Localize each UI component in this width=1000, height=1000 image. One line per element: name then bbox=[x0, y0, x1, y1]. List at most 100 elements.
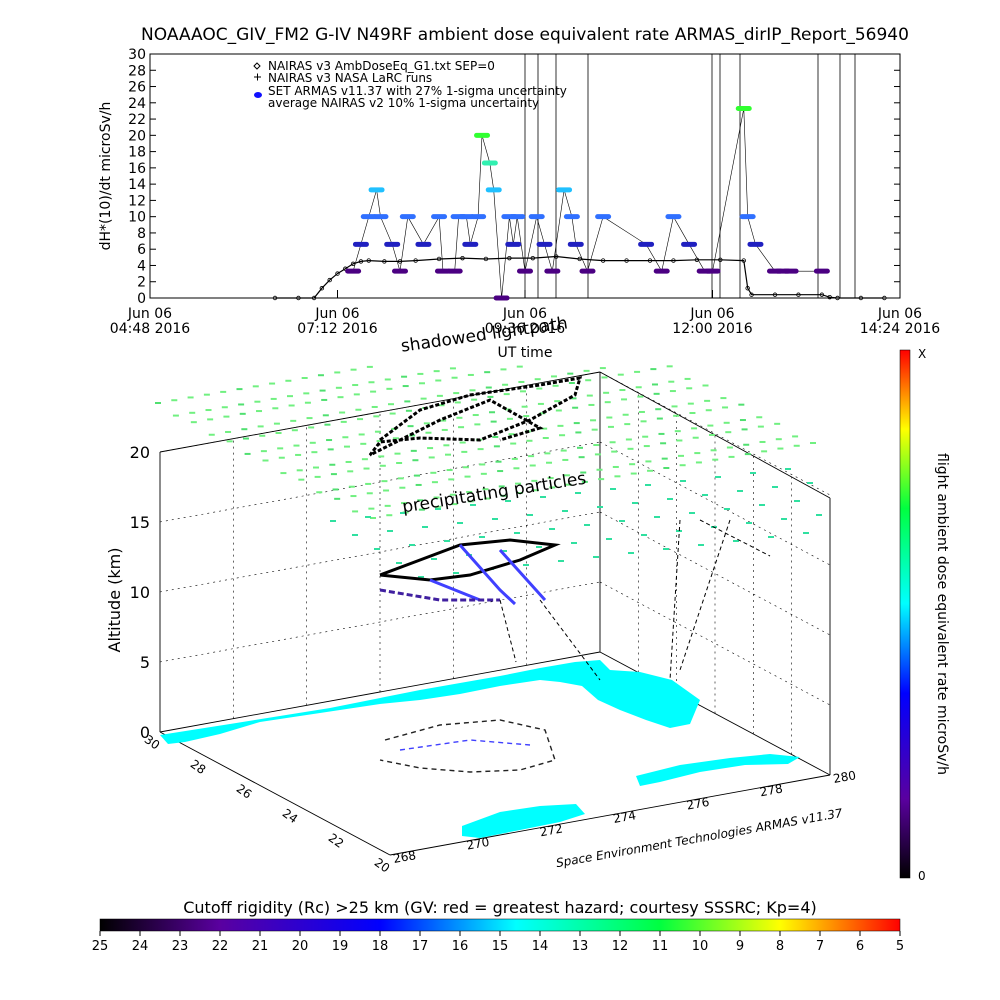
particle-dash bbox=[541, 427, 548, 430]
particle-dash bbox=[207, 418, 214, 421]
particle-dash bbox=[381, 480, 388, 483]
particle-dash bbox=[272, 407, 279, 410]
particle-dash bbox=[466, 490, 473, 493]
particle-dash bbox=[221, 406, 228, 409]
armas-point bbox=[446, 268, 463, 274]
particle-dash bbox=[368, 507, 375, 510]
armas-point bbox=[458, 214, 475, 220]
armas-point bbox=[704, 268, 721, 274]
landmass-florida bbox=[160, 660, 700, 744]
particle-dash bbox=[661, 457, 668, 460]
nairas-point bbox=[858, 295, 864, 301]
particle-dash bbox=[489, 411, 496, 414]
particle-dash bbox=[628, 552, 634, 554]
particle-dash bbox=[750, 472, 756, 474]
lon-tick-label: 274 bbox=[612, 808, 637, 826]
armas-point bbox=[399, 214, 416, 220]
armas-point bbox=[517, 268, 533, 274]
rigidity-tick-label: 21 bbox=[252, 939, 269, 954]
particle-dash bbox=[520, 390, 526, 393]
rigidity-colorbar-title: Cutoff rigidity (Rc) >25 km (GV: red = g… bbox=[183, 898, 817, 917]
particle-dash bbox=[435, 508, 441, 510]
particle-dash bbox=[467, 500, 474, 503]
particle-dash bbox=[563, 474, 570, 477]
nairas-point bbox=[647, 258, 653, 263]
particle-dash bbox=[641, 534, 647, 536]
particle-dash bbox=[632, 502, 638, 504]
particle-dash bbox=[415, 483, 422, 486]
particle-dash bbox=[531, 479, 538, 482]
particle-dash bbox=[365, 482, 372, 485]
particle-dash bbox=[510, 442, 517, 445]
nairas-point bbox=[827, 294, 832, 300]
particle-dash bbox=[549, 528, 555, 530]
particle-dash bbox=[676, 439, 683, 442]
particle-dash bbox=[417, 499, 424, 502]
particle-dash bbox=[500, 494, 507, 497]
particle-dash bbox=[666, 365, 673, 368]
particle-dash bbox=[335, 386, 342, 389]
particle-dash bbox=[622, 413, 629, 416]
particle-dash bbox=[317, 374, 324, 377]
particle-dash bbox=[803, 532, 809, 534]
lat-tick-label: 28 bbox=[188, 757, 209, 777]
particle-dash bbox=[427, 447, 434, 450]
armas-point bbox=[595, 214, 612, 220]
lat-tick-label: 22 bbox=[326, 831, 347, 851]
particle-dash bbox=[679, 464, 686, 467]
series-nairas-v3 bbox=[272, 254, 887, 301]
z-axis-label: Altitude (km) bbox=[105, 548, 124, 653]
z-tick-label: 15 bbox=[130, 513, 150, 532]
nairas-point bbox=[530, 255, 536, 261]
particle-dash bbox=[238, 403, 245, 406]
particle-dash bbox=[781, 518, 787, 520]
nairas-point bbox=[796, 292, 801, 297]
particle-dash bbox=[322, 414, 329, 417]
particle-dash bbox=[397, 477, 404, 480]
particle-dash bbox=[707, 424, 714, 427]
rigidity-tick-label: 25 bbox=[92, 939, 109, 954]
x-tick-label: Jun 06 bbox=[314, 306, 359, 322]
particle-dash bbox=[383, 489, 390, 492]
particle-dash bbox=[361, 458, 368, 461]
y-tick-label: 28 bbox=[128, 63, 146, 79]
particle-dash bbox=[501, 550, 507, 552]
particle-dash bbox=[291, 429, 298, 432]
particle-dash bbox=[542, 437, 549, 439]
y-tick-label: 16 bbox=[128, 161, 146, 177]
armas-point bbox=[782, 268, 799, 274]
particle-dash bbox=[653, 392, 660, 395]
y-tick-label: 24 bbox=[128, 96, 146, 112]
particle-dash bbox=[404, 400, 411, 403]
particle-dash bbox=[449, 367, 456, 370]
particle-dash bbox=[807, 482, 813, 484]
particle-dash bbox=[674, 430, 681, 433]
particle-dash bbox=[308, 426, 315, 429]
armas-point bbox=[665, 214, 682, 220]
particle-dash bbox=[575, 492, 581, 494]
particle-dash bbox=[479, 463, 486, 466]
particle-dash bbox=[402, 385, 409, 388]
particle-dash bbox=[396, 462, 403, 464]
particle-dash bbox=[295, 453, 302, 456]
armas-point bbox=[434, 268, 451, 274]
particle-dash bbox=[431, 558, 437, 560]
armas-point bbox=[474, 132, 491, 138]
rigidity-colorbar-panel: Cutoff rigidity (Rc) >25 km (GV: red = g… bbox=[92, 898, 904, 954]
particle-dash bbox=[642, 435, 649, 438]
particle-dash bbox=[668, 380, 675, 383]
particle-dash bbox=[440, 419, 447, 422]
particle-dash bbox=[621, 398, 628, 401]
grid-line bbox=[599, 581, 831, 706]
particle-dash bbox=[580, 471, 587, 474]
particle-dash bbox=[330, 473, 337, 476]
particle-dash bbox=[667, 498, 673, 500]
nairas-point bbox=[749, 292, 754, 297]
particle-dash bbox=[775, 438, 782, 441]
particle-dash bbox=[603, 391, 610, 394]
dose-colorbar bbox=[899, 349, 911, 879]
particle-dash bbox=[527, 514, 533, 516]
nairas-line bbox=[275, 255, 885, 299]
particle-dash bbox=[290, 419, 297, 422]
particle-dash bbox=[695, 461, 702, 464]
